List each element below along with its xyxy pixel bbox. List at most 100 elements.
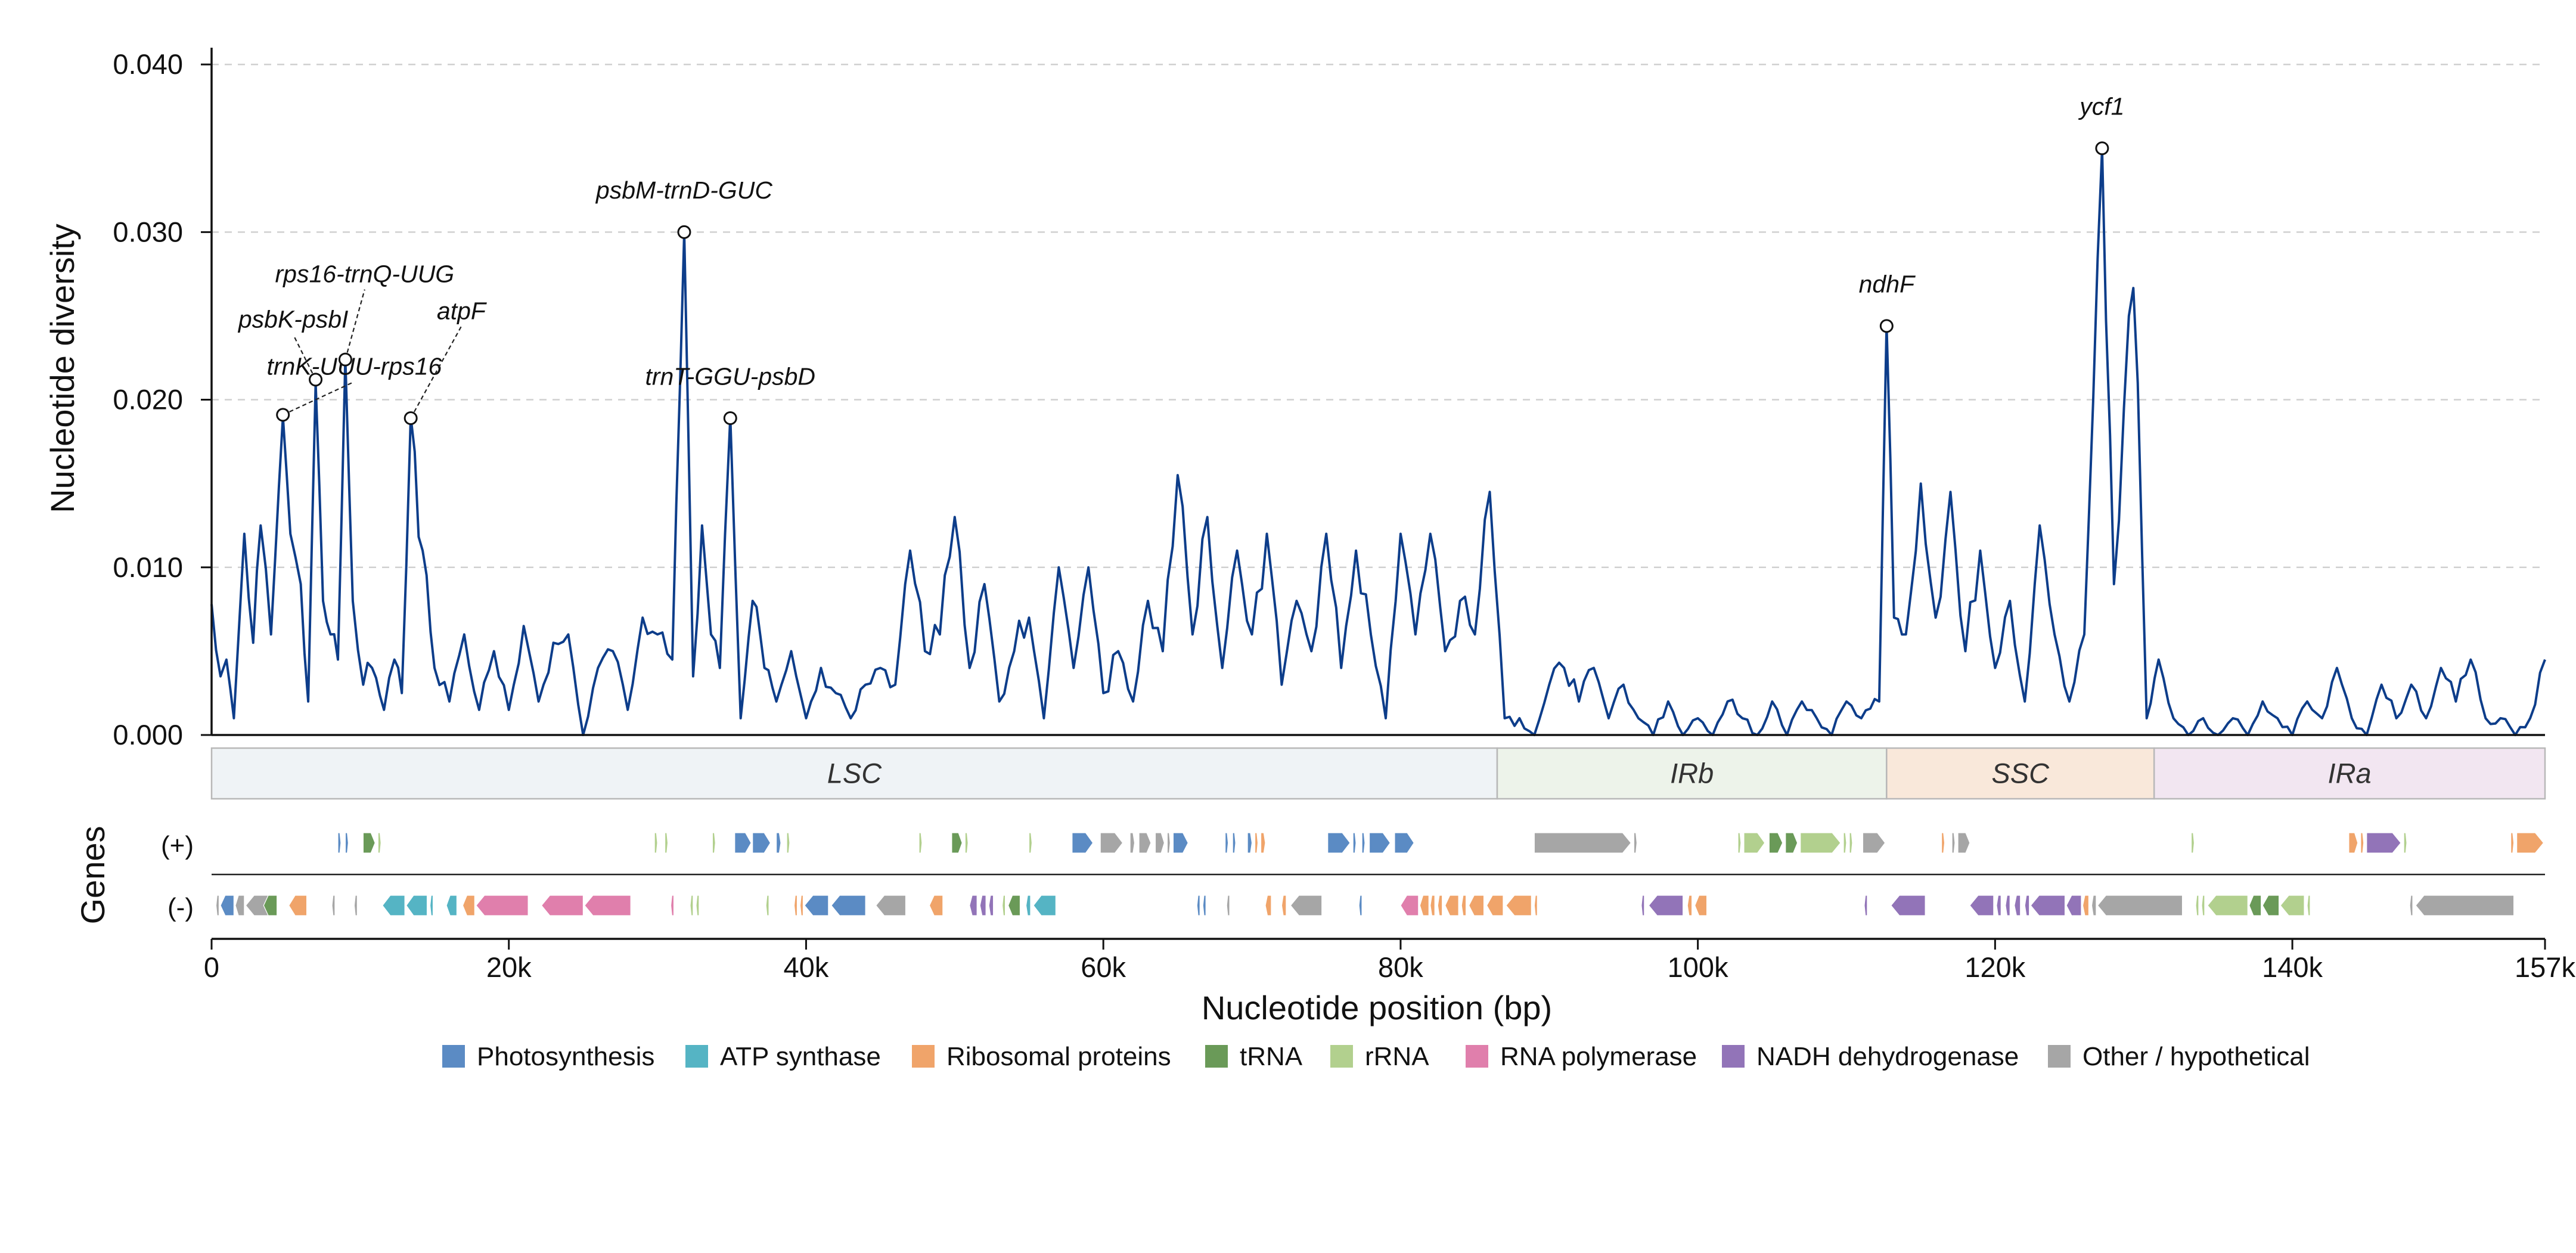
gene-feature (2366, 832, 2401, 854)
gene-feature (786, 832, 790, 854)
gene-feature (1028, 832, 1033, 854)
gene-feature (1368, 832, 1391, 854)
gene-feature (337, 832, 342, 854)
gene-feature (1265, 895, 1272, 916)
y-tick-label: 0.040 (113, 48, 183, 80)
gene-feature (712, 832, 716, 854)
x-tick-label: 100k (1668, 951, 1728, 983)
gene-feature (1743, 832, 1765, 854)
gene-feature (793, 895, 798, 916)
gene-feature (2014, 895, 2021, 916)
region-label: IRa (2328, 758, 2372, 789)
peak-label: atpF (437, 297, 487, 325)
x-tick-label: 20k (486, 951, 532, 983)
gene-feature (1166, 832, 1171, 854)
peak-marker (1879, 319, 1894, 333)
gene-feature (1506, 895, 1532, 916)
legend-swatch (1722, 1045, 1745, 1068)
gene-feature (1430, 895, 1435, 916)
peak-marker (276, 408, 290, 422)
gene-feature (476, 895, 529, 916)
gene-feature (1129, 832, 1135, 854)
legend-swatch (1466, 1045, 1488, 1068)
gene-feature (664, 832, 669, 854)
gene-feature (1534, 832, 1632, 854)
peak-label: psbK-psbI (237, 306, 349, 333)
peak-marker (309, 373, 323, 387)
gene-feature (2280, 895, 2305, 916)
gene-feature (1033, 895, 1056, 916)
gene-feature (2091, 895, 2097, 916)
gene-feature (541, 895, 584, 916)
gene-feature (235, 895, 245, 916)
annotation-leader-line (344, 289, 365, 360)
gene-feature (288, 895, 308, 916)
gene-feature (1260, 832, 1266, 854)
gene-feature (1072, 832, 1094, 854)
region-label: IRb (1670, 758, 1714, 789)
gene-feature (1800, 832, 1841, 854)
gene-feature (1100, 832, 1123, 854)
peak-label: psbM-trnD-GUC (595, 176, 773, 204)
annotation-leader-line (293, 334, 316, 380)
axes: 0.000 0.010 0.020 0.030 0.040 0 20k 40k 60k 80k 10… (113, 48, 2575, 983)
gene-feature (2262, 895, 2280, 916)
gene-feature (1843, 832, 1847, 854)
gene-feature (929, 895, 944, 916)
gene-feature (1281, 895, 1287, 916)
gene-feature (804, 895, 829, 916)
y-tick-label: 0.000 (113, 719, 183, 750)
genome-region-bar: LSC IRb SSC IRa (210, 747, 2546, 800)
gene-feature (1254, 832, 1259, 854)
peak-marker (723, 411, 737, 425)
region-label: LSC (827, 758, 882, 789)
gene-feature (1154, 832, 1165, 854)
x-tick-label: 157k (2515, 951, 2575, 983)
gene-feature (584, 895, 631, 916)
gene-feature (1358, 895, 1363, 916)
gene-feature (1232, 832, 1236, 854)
gene-feature (799, 895, 804, 916)
gene-feature (1226, 895, 1230, 916)
gene-feature (1007, 895, 1021, 916)
gene-feature (2409, 895, 2413, 916)
gene-feature (2403, 832, 2407, 854)
gene-feature (2348, 832, 2358, 854)
gene-feature (690, 895, 694, 916)
legend-swatch (442, 1045, 465, 1068)
legend: Photosynthesis ATP synthase Ribosomal prot… (442, 1042, 2310, 1071)
gene-feature (1394, 832, 1415, 854)
legend-swatch (685, 1045, 708, 1068)
gene-feature (2249, 895, 2262, 916)
gene-feature (1461, 895, 1467, 916)
gene-feature (1025, 895, 1031, 916)
legend-swatch (1330, 1045, 1353, 1068)
gene-feature (964, 832, 969, 854)
peak-marker (677, 225, 691, 239)
legend-swatch (912, 1045, 935, 1068)
diversity-series-line (210, 147, 2546, 736)
legend-label: Other / hypothetical (2082, 1042, 2310, 1071)
gene-feature (831, 895, 866, 916)
gene-feature (405, 895, 428, 916)
gene-feature (752, 832, 771, 854)
strand-minus-label: (-) (167, 893, 194, 922)
gene-feature (2190, 832, 2195, 854)
gene-feature (331, 895, 336, 916)
gene-feature (654, 832, 658, 854)
legend-label: Ribosomal proteins (946, 1042, 1171, 1071)
gene-feature (1694, 895, 1708, 916)
x-tick-label: 120k (1964, 951, 2025, 983)
gene-feature (696, 895, 700, 916)
gene-feature (377, 832, 381, 854)
gene-feature (1172, 832, 1188, 854)
gene-feature (1864, 895, 1868, 916)
y-tick-label: 0.020 (113, 384, 183, 415)
gene-feature (2097, 895, 2183, 916)
y-tick-label: 0.010 (113, 551, 183, 583)
gene-feature (2207, 895, 2248, 916)
peak-annotations: trnK-UUU-rps16 psbK-psbI rps16-trnQ-UUG atp… (237, 92, 2124, 425)
gene-feature (2030, 895, 2066, 916)
gene-feature (1202, 895, 1206, 916)
gene-feature (1737, 832, 1742, 854)
